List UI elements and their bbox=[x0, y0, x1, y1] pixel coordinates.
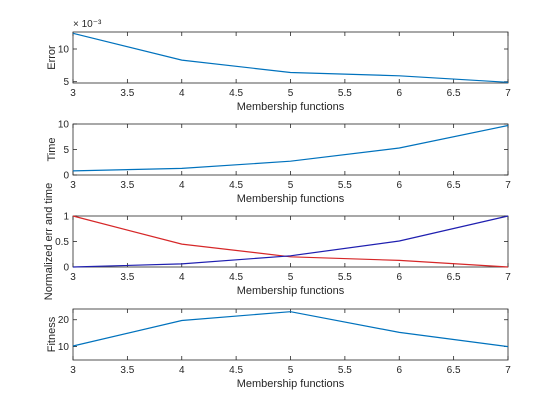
x-tick-label: 7 bbox=[505, 365, 511, 376]
x-tick-label: 6 bbox=[396, 272, 402, 283]
y-axis-label: Time bbox=[46, 137, 58, 161]
x-tick-label: 4.5 bbox=[229, 272, 243, 283]
y-tick-label: 10 bbox=[58, 45, 70, 56]
y-axis-label: Normalized err and time bbox=[43, 183, 55, 300]
x-tick-label: 5.5 bbox=[338, 365, 352, 376]
x-tick-label: 4 bbox=[179, 272, 185, 283]
x-tick-label: 4 bbox=[179, 88, 185, 99]
x-tick-label: 3 bbox=[70, 88, 76, 99]
series-line-1 bbox=[72, 215, 509, 268]
x-axis-label: Membership functions bbox=[237, 101, 345, 113]
x-tick-label: 6.5 bbox=[447, 272, 461, 283]
y-exponent-label: × 10⁻³ bbox=[73, 19, 102, 30]
x-tick-label: 5 bbox=[288, 365, 294, 376]
x-tick-label: 5 bbox=[288, 88, 294, 99]
x-tick-label: 5.5 bbox=[338, 88, 352, 99]
y-tick-label: 1 bbox=[63, 212, 69, 223]
x-tick-label: 5.5 bbox=[338, 180, 352, 191]
series-line-1 bbox=[72, 124, 509, 172]
y-tick-label: 0 bbox=[63, 171, 69, 182]
x-tick-label: 6.5 bbox=[447, 365, 461, 376]
axes-box bbox=[72, 308, 509, 361]
y-tick-label: 0.5 bbox=[55, 237, 69, 248]
x-axis-label: Membership functions bbox=[237, 285, 345, 297]
axes-box bbox=[72, 31, 509, 84]
x-tick-label: 3 bbox=[70, 180, 76, 191]
axes-box bbox=[72, 123, 509, 176]
x-tick-label: 4.5 bbox=[229, 365, 243, 376]
x-tick-label: 6 bbox=[396, 180, 402, 191]
subplot-3: 3 3.5 4 4.5 5 5.5 6 6.5 7 0 0.5 1 Membership functio… bbox=[43, 183, 511, 300]
y-axis-label: Error bbox=[46, 45, 58, 70]
y-tick-label: 5 bbox=[63, 77, 69, 88]
x-tick-label: 4.5 bbox=[229, 88, 243, 99]
x-tick-label: 6 bbox=[396, 88, 402, 99]
x-tick-label: 5.5 bbox=[338, 272, 352, 283]
x-tick-label: 3 bbox=[70, 272, 76, 283]
x-axis-label: Membership functions bbox=[237, 193, 345, 205]
x-tick-label: 3.5 bbox=[120, 180, 134, 191]
x-tick-label: 3.5 bbox=[120, 365, 134, 376]
x-tick-label: 5 bbox=[288, 272, 294, 283]
axes-box bbox=[72, 215, 509, 268]
x-tick-label: 4.5 bbox=[229, 180, 243, 191]
x-tick-label: 7 bbox=[505, 88, 511, 99]
subplot-2: 3 3.5 4 4.5 5 5.5 6 6.5 7 0 5 10 Membership function… bbox=[46, 120, 511, 206]
y-tick-label: 10 bbox=[58, 120, 70, 131]
y-tick-label: 5 bbox=[63, 145, 69, 156]
x-tick-label: 3.5 bbox=[120, 272, 134, 283]
series-line-1 bbox=[72, 32, 509, 83]
x-tick-label: 3 bbox=[70, 365, 76, 376]
subplot-1: 3 3.5 4 4.5 5 5.5 6 6.5 7 5 10 Membership functions… bbox=[46, 19, 511, 113]
x-tick-label: 7 bbox=[505, 272, 511, 283]
x-tick-label: 7 bbox=[505, 180, 511, 191]
series-line-1 bbox=[72, 311, 509, 348]
series-line-2 bbox=[72, 215, 509, 268]
y-tick-label: 0 bbox=[63, 263, 69, 274]
y-tick-label: 20 bbox=[58, 315, 70, 326]
x-tick-label: 6.5 bbox=[447, 180, 461, 191]
x-tick-label: 3.5 bbox=[120, 88, 134, 99]
x-tick-label: 4 bbox=[179, 180, 185, 191]
x-tick-label: 6 bbox=[396, 365, 402, 376]
y-tick-label: 10 bbox=[58, 342, 70, 353]
y-axis-label: Fitness bbox=[46, 316, 58, 352]
x-tick-label: 6.5 bbox=[447, 88, 461, 99]
x-tick-label: 4 bbox=[179, 365, 185, 376]
subplot-4: 3 3.5 4 4.5 5 5.5 6 6.5 7 10 20 Membership function… bbox=[46, 308, 511, 390]
x-axis-label: Membership functions bbox=[237, 378, 345, 390]
x-tick-label: 5 bbox=[288, 180, 294, 191]
